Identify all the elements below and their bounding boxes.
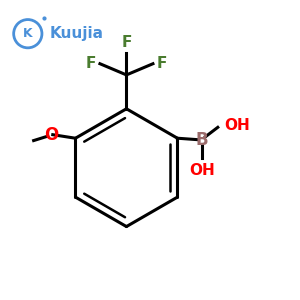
Text: K: K (23, 27, 33, 40)
Text: O: O (44, 126, 58, 144)
Text: Kuujia: Kuujia (49, 26, 103, 41)
Text: OH: OH (225, 118, 250, 133)
Text: OH: OH (189, 163, 215, 178)
Text: F: F (86, 56, 96, 71)
Text: F: F (121, 35, 132, 50)
Text: F: F (157, 56, 167, 71)
Text: B: B (196, 131, 208, 149)
